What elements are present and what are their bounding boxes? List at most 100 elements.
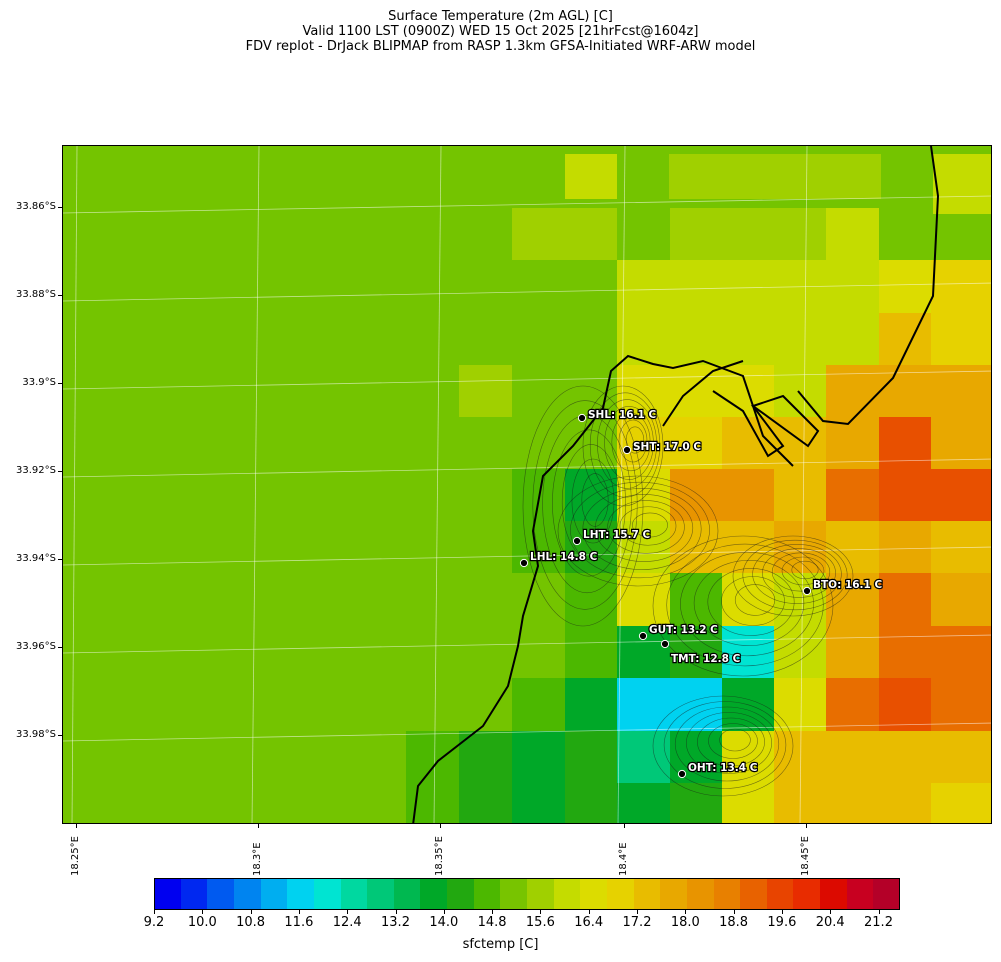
station-label: LHT: 15.7 C — [583, 529, 650, 541]
colorbar-swatch — [473, 878, 501, 910]
contour-line — [607, 500, 685, 554]
temperature-cell — [722, 208, 774, 260]
colorbar-tick-label: 13.2 — [381, 915, 410, 930]
station-label: TMT: 12.8 C — [671, 653, 741, 665]
colorbar-swatch — [367, 878, 395, 910]
temperature-cell — [565, 731, 617, 783]
temperature-cell — [829, 154, 881, 199]
harbour-pier-east — [750, 394, 820, 448]
colorbar-tick — [588, 910, 590, 914]
colorbar-tick-label: 9.2 — [143, 915, 165, 930]
contour-line — [582, 487, 702, 570]
contour-line — [552, 429, 626, 577]
station-label: OHT: 13.4 C — [688, 762, 758, 774]
temperature-cell — [722, 469, 774, 521]
temperature-cell — [722, 260, 774, 313]
temperature-cell — [826, 469, 879, 521]
contour-line — [532, 400, 638, 610]
colorbar-tick — [492, 910, 494, 914]
station-marker — [660, 639, 670, 649]
colorbar-swatch — [260, 878, 288, 910]
colorbar-swatch — [154, 878, 181, 910]
latitude-line — [63, 195, 991, 214]
colorbar-tick-label: 19.6 — [767, 915, 797, 930]
temperature-cell — [669, 154, 829, 199]
colorbar-tick — [685, 910, 687, 914]
colorbar-tick-label: 11.6 — [284, 915, 314, 930]
contour-line — [680, 551, 814, 657]
temperature-cell — [459, 783, 512, 823]
longitude-tick — [258, 824, 259, 828]
temperature-cell — [826, 313, 879, 365]
temperature-cell — [879, 678, 931, 731]
longitude-tick-label: 18.4°E — [618, 842, 629, 876]
temperature-cell — [722, 573, 774, 626]
temperature-cell — [826, 417, 879, 469]
contour-line — [685, 712, 772, 774]
colorbar-swatch — [820, 878, 848, 910]
longitude-line — [617, 146, 626, 823]
contour-line — [571, 458, 615, 544]
contour-line — [742, 539, 848, 611]
coastline — [412, 146, 940, 823]
colorbar-tick-label: 10.0 — [187, 915, 217, 930]
station-shl: SHL: 16.1 C — [577, 408, 658, 422]
temperature-cell — [512, 678, 565, 731]
contour-line — [663, 701, 787, 789]
longitude-tick — [76, 824, 77, 828]
harbour-wall — [662, 360, 744, 427]
temperature-cell — [881, 154, 933, 214]
colorbar-swatch — [393, 878, 421, 910]
contour-line — [557, 475, 719, 587]
temperature-cell — [774, 365, 826, 417]
colorbar-swatch — [633, 878, 661, 910]
station-marker — [638, 631, 648, 641]
latitude-tick — [58, 735, 62, 736]
temperature-cell — [774, 626, 826, 678]
temperature-map[interactable]: SHL: 16.1 C SHT: 17.0 C LHT: 15.7 C LHL: 14… — [62, 145, 992, 824]
temperature-cell — [617, 469, 670, 521]
colorbar-swatch — [606, 878, 634, 910]
temperature-cell — [879, 365, 931, 417]
colorbar-swatch — [180, 878, 208, 910]
temperature-cell — [617, 313, 670, 365]
temperature-cell — [565, 208, 617, 261]
longitude-tick-label: 18.3°E — [252, 842, 263, 876]
longitude-tick-label: 18.25°E — [70, 836, 81, 876]
temperature-cell — [565, 260, 617, 313]
colorbar-swatch — [287, 878, 315, 910]
temperature-cell — [512, 260, 565, 313]
temperature-cell — [722, 626, 774, 678]
temperature-cell — [879, 260, 931, 313]
longitude-line — [799, 146, 808, 823]
contour-line — [589, 392, 661, 498]
colorbar-tick-label: 14.0 — [429, 915, 459, 930]
temperature-cell — [617, 731, 670, 783]
colorbar-tick-label: 17.2 — [622, 915, 652, 930]
station-sht: SHT: 17.0 C — [622, 440, 703, 454]
colorbar-swatch — [527, 878, 554, 910]
temperature-cell — [565, 365, 617, 417]
station-marker — [572, 536, 582, 546]
contour-line — [625, 426, 645, 454]
temperature-cell — [670, 626, 722, 678]
latitude-tick — [58, 471, 62, 472]
contour-line — [604, 406, 654, 480]
colorbar-tick-label: 14.8 — [477, 915, 507, 930]
station-tmt: TMT: 12.8 C — [660, 639, 742, 666]
contour-line — [619, 506, 677, 546]
contour-line — [570, 481, 710, 579]
latitude-tick — [58, 559, 62, 560]
temperature-cell — [670, 783, 722, 823]
colorbar-tick — [443, 910, 445, 914]
graticule-lines — [63, 146, 991, 823]
contour-line — [719, 728, 751, 752]
longitude-line — [433, 146, 442, 823]
colorbar-tick — [637, 910, 638, 914]
colorbar-tick — [347, 910, 349, 914]
temperature-cell — [617, 208, 670, 260]
temperature-cell — [670, 417, 722, 469]
longitude-line — [71, 146, 78, 823]
colorbar-tick-label: 12.4 — [332, 915, 362, 930]
colorbar-tick — [540, 910, 542, 914]
